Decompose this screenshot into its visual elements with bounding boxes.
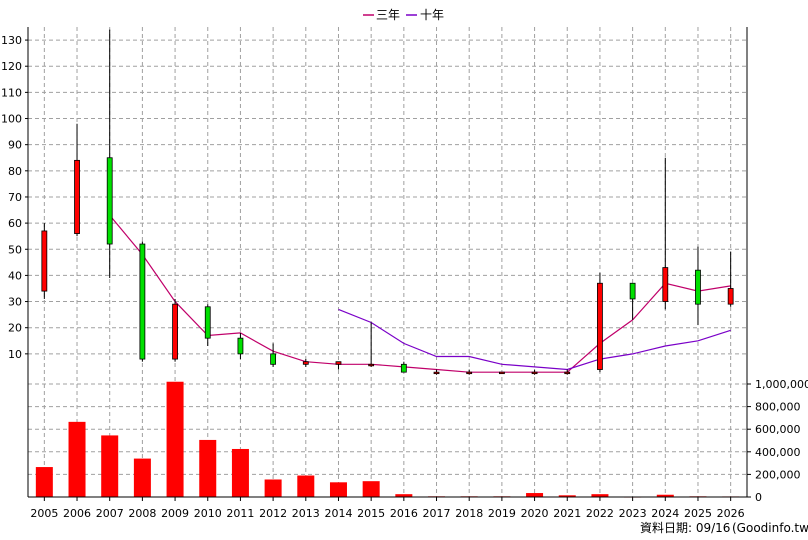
x-tick-label: 2008 <box>128 507 156 520</box>
x-tick-label: 2017 <box>423 507 451 520</box>
x-tick-label: 2010 <box>194 507 222 520</box>
candlesticks <box>41 29 734 375</box>
volume-bar <box>35 467 53 497</box>
volume-tick-label: 600,000 <box>755 423 801 436</box>
volume-bar <box>362 481 380 497</box>
price-tick-label: 70 <box>8 191 22 204</box>
volume-bar <box>231 448 249 497</box>
x-tick-label: 2014 <box>324 507 352 520</box>
x-tick-label: 2024 <box>651 507 679 520</box>
volume-bar <box>199 439 217 497</box>
candle-body <box>466 371 473 375</box>
x-tick-label: 2026 <box>717 507 745 520</box>
volume-tick-label: 200,000 <box>755 468 801 481</box>
x-tick-label: 2019 <box>488 507 516 520</box>
x-tick-label: 2016 <box>390 507 418 520</box>
x-tick-label: 2011 <box>226 507 254 520</box>
price-tick-label: 30 <box>8 296 22 309</box>
volume-bar <box>526 493 544 497</box>
volume-bar <box>656 494 674 497</box>
x-tick-label: 2006 <box>63 507 91 520</box>
price-tick-label: 130 <box>1 34 22 47</box>
x-tick-label: 2012 <box>259 507 287 520</box>
candle-body <box>41 230 48 292</box>
candle-body <box>172 303 178 360</box>
grid <box>28 27 747 497</box>
volume-axis: 0 200,000 400,000 600,000 800,000 1,000,000 <box>747 378 808 504</box>
volume-tick-label: 400,000 <box>755 446 801 459</box>
candle-body <box>564 371 571 375</box>
candle-body <box>368 363 375 367</box>
price-tick-label: 90 <box>8 139 22 152</box>
legend: 三年 十年 <box>363 8 444 22</box>
ma-line-10y <box>338 308 731 371</box>
candle-body <box>662 267 669 302</box>
x-tick-label: 2020 <box>521 507 549 520</box>
price-tick-label: 80 <box>8 165 22 178</box>
volume-tick-label: 1,000,000 <box>755 378 808 391</box>
x-tick-label: 2005 <box>30 507 58 520</box>
ma-line-3y <box>109 214 731 373</box>
volume-tick-label: 0 <box>755 491 762 504</box>
x-tick-label: 2023 <box>619 507 647 520</box>
legend-label-10y: 十年 <box>420 8 444 22</box>
candle-body <box>433 371 440 375</box>
candle-body <box>139 243 146 360</box>
x-tick-label: 2013 <box>292 507 320 520</box>
volume-bar <box>558 495 576 497</box>
volume-bar <box>68 421 86 497</box>
price-tick-label: 50 <box>8 243 22 256</box>
volume-bar <box>264 479 282 497</box>
candle-body <box>237 337 244 355</box>
moving-average-lines <box>109 214 731 373</box>
x-tick-label: 2018 <box>455 507 483 520</box>
volume-bar <box>329 482 347 497</box>
candle-body <box>695 269 701 305</box>
footer-date: 資料日期: 09/16 <box>640 521 730 535</box>
price-tick-label: 20 <box>8 322 22 335</box>
candle-body <box>335 361 342 365</box>
price-tick-label: 100 <box>1 113 22 126</box>
candle-body <box>270 353 277 365</box>
volume-bar <box>297 475 315 497</box>
x-tick-label: 2007 <box>96 507 124 520</box>
candle-body <box>498 371 505 375</box>
candle-body <box>74 159 80 234</box>
x-tick-label: 2025 <box>684 507 712 520</box>
candle-body <box>400 363 407 373</box>
volume-bar <box>166 381 184 497</box>
candle-body <box>302 361 309 365</box>
candle-body <box>629 282 636 300</box>
x-axis: 2005 2006 2007 2008 2009 2010 2011 2012 2013 2014… <box>30 497 745 520</box>
candle-body <box>106 157 113 245</box>
x-tick-label: 2015 <box>357 507 385 520</box>
price-tick-label: 60 <box>8 217 22 230</box>
footer-source: (Goodinfo.tw) <box>732 521 808 535</box>
volume-bar <box>395 494 413 497</box>
candle-body <box>531 371 538 375</box>
candle-body <box>204 306 211 339</box>
price-tick-label: 110 <box>1 86 22 99</box>
legend-label-3y: 三年 <box>376 8 400 22</box>
volume-bar <box>591 494 609 497</box>
price-tick-label: 120 <box>1 60 22 73</box>
volume-bars <box>35 381 740 498</box>
candle-body <box>597 282 603 370</box>
volume-tick-label: 800,000 <box>755 401 801 414</box>
x-tick-label: 2009 <box>161 507 189 520</box>
x-tick-label: 2022 <box>586 507 614 520</box>
price-axis: 10 20 30 40 50 60 70 80 90 100 110 120 130 <box>1 34 28 361</box>
candle-body <box>727 288 734 305</box>
plot-frame <box>27 27 748 498</box>
x-tick-label: 2021 <box>553 507 581 520</box>
price-tick-label: 40 <box>8 269 22 282</box>
price-tick-label: 10 <box>8 348 22 361</box>
volume-bar <box>101 435 119 497</box>
volume-bar <box>133 458 151 497</box>
